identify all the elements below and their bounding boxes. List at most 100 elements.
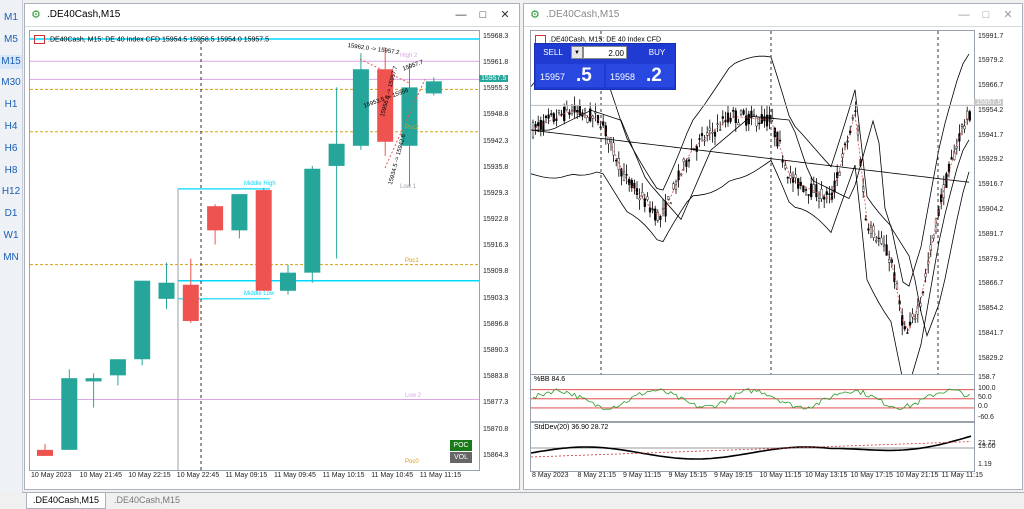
close-icon[interactable]: ✕ [1003,9,1013,21]
buy-price-button[interactable]: 15958 .2 [606,64,674,87]
timeframe-h1[interactable]: H1 [4,99,18,111]
left-chart-svg [30,38,479,470]
timeframe-mn[interactable]: MN [3,251,19,263]
candle-body [901,315,904,326]
price-label: 15916.7 [978,181,1004,189]
price-label: 15841.7 [978,329,1004,337]
candle-body [651,208,654,211]
bb-label: -60.6 [978,414,994,421]
candle-body [815,184,818,198]
timeframe-h12[interactable]: H12 [1,186,21,198]
candle-body [960,124,964,127]
poc-badge[interactable]: POC [450,440,472,451]
candle-body [708,127,711,131]
price-label: 15883.8 [483,373,509,381]
price-label: 15929.3 [483,189,509,197]
price-label: 15942.3 [483,137,509,145]
lot-dropdown-button[interactable]: ▼ [571,46,583,59]
timeframe-w1[interactable]: W1 [3,230,19,241]
time-label: 10 May 11:15 [759,472,802,479]
candle-body [869,224,873,234]
timeframe-m30[interactable]: M30 [1,77,21,89]
candle-body [550,113,553,115]
candle-body [109,359,126,376]
candle-body [576,110,579,113]
price-label: 15955.3 [483,85,509,93]
timeframe-h8[interactable]: H8 [4,164,18,176]
left-price-plot[interactable]: .DE40Cash, M15: DE 40 Index CFD 15954.5 … [29,30,480,471]
buy-button[interactable]: BUY [648,48,666,57]
minimize-icon[interactable]: — [958,9,970,21]
vol-badge[interactable]: VOL [450,452,472,463]
timeframe-d1[interactable]: D1 [4,208,18,220]
candle-body [799,182,802,186]
price-label: 15904.2 [978,206,1004,214]
candle-body [664,201,667,217]
right-window-titlebar[interactable]: ⚙ .DE40Cash,M15 — □ ✕ [524,4,1022,27]
timeframe-h4[interactable]: H4 [4,121,18,132]
candle-body [875,240,878,242]
candle-body [698,138,701,140]
timeframe-m5[interactable]: M5 [4,33,18,45]
price-label: 15829.2 [978,354,1004,362]
candle-body [737,122,740,126]
candle-body [672,183,675,190]
candle-body [625,174,628,176]
timeframe-h6[interactable]: H6 [4,142,18,154]
signal-line [531,110,970,332]
candle-body [280,272,296,291]
close-icon[interactable]: ✕ [500,9,510,21]
candle-body [906,332,909,334]
bb-indicator-panel[interactable]: %BB 84.6 [530,374,975,422]
candle-body [687,159,691,162]
candle-body [854,110,857,112]
candle-body [682,158,685,162]
tab-right-chart[interactable]: .DE40Cash,M15 [114,495,181,505]
candle-body [656,211,659,221]
time-label: 10 May 21:45 [79,472,123,479]
timeframe-m1[interactable]: M1 [4,12,18,23]
candle-body [565,105,568,110]
price-label: 15879.2 [978,255,1004,263]
candle-body [674,181,678,190]
stddev-indicator-panel[interactable]: StdDev(20) 36.90 28.72 [530,422,975,472]
tab-left-chart[interactable]: .DE40Cash,M15 [26,493,107,509]
candle-body [719,129,722,131]
symbol-grid-icon [34,35,45,44]
stddev-label: 19.00 [978,443,996,450]
maximize-icon[interactable]: □ [479,9,487,21]
price-label: 15979.2 [978,57,1004,65]
right-chart-svg [531,31,974,374]
candle-body [589,108,592,122]
time-label: 10 May 22:15 [128,472,171,479]
sell-price-button[interactable]: 15957 .5 [536,64,604,87]
candle-body [778,139,782,142]
price-label: 15890.3 [483,346,509,354]
timeframe-m15[interactable]: M15 [0,54,22,69]
price-label: 15961.8 [483,59,509,67]
candle-body [604,125,607,137]
time-label: 10 May 21:15 [896,472,939,479]
candle-body [755,116,758,127]
sell-price-main: 15957 [540,72,566,82]
maximize-icon[interactable]: □ [982,9,990,21]
candle-body [641,191,644,197]
candle-body [552,113,555,122]
candle-body [947,163,951,173]
annotation-poc1: Poc1 [405,257,419,264]
candle-body [134,280,151,360]
price-label: 15864.3 [483,451,509,459]
left-window-titlebar[interactable]: ⚙ .DE40Cash,M15 — □ ✕ [25,4,519,27]
sell-price-fraction: .5 [576,65,592,86]
candle-body [784,165,787,169]
price-label: 15935.8 [483,163,509,171]
minimize-icon[interactable]: — [455,9,467,21]
buy-price-fraction: .2 [646,65,662,86]
candle-body [568,112,571,115]
buy-price-main: 15958 [610,72,636,82]
sell-button[interactable]: SELL [543,48,563,57]
lot-size-input[interactable]: 2.00 [583,46,627,59]
candle-body [377,69,394,142]
candle-body [903,326,906,330]
bb-header: %BB 84.6 [534,376,566,383]
